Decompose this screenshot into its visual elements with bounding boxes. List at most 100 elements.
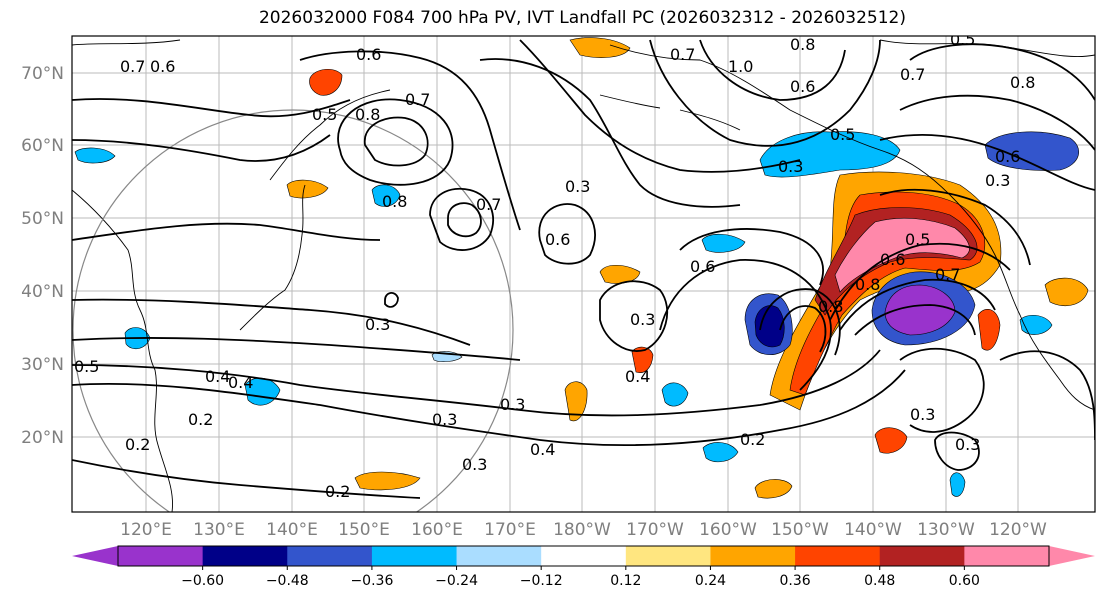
contour-label: 0.3 bbox=[778, 157, 803, 176]
pv-contour bbox=[909, 43, 1095, 101]
colorbar-tick-label: 0.48 bbox=[864, 573, 895, 589]
contour-label: 0.2 bbox=[740, 430, 765, 449]
ivt-negative-center-core bbox=[754, 305, 785, 348]
contour-label: 0.6 bbox=[880, 250, 905, 269]
contour-label: 0.5 bbox=[905, 230, 930, 249]
ivt-pos-south-3 bbox=[754, 479, 793, 499]
colorbar-tick-label: −0.24 bbox=[435, 573, 478, 589]
pv-contour bbox=[759, 288, 841, 356]
contour-label: 0.4 bbox=[205, 367, 230, 386]
colorbar-bin bbox=[202, 546, 288, 566]
lon-label: 170°W bbox=[626, 520, 684, 540]
ivt-pos-east-edge bbox=[1044, 277, 1089, 306]
pv-contour bbox=[679, 228, 824, 286]
ivt-pos-mid-2 bbox=[631, 346, 654, 373]
colorbar-bin bbox=[371, 546, 458, 566]
colorbar-ticks: −0.60 −0.48 −0.36 −0.24 −0.12 0.12 0.24 0.36 0.4… bbox=[181, 566, 980, 589]
pv-contour bbox=[519, 39, 801, 173]
map-frame bbox=[71, 35, 1096, 513]
pv-contour bbox=[699, 39, 846, 101]
contour-label: 0.4 bbox=[625, 367, 650, 386]
colorbar-bin bbox=[964, 546, 1050, 566]
contour-label: 0.3 bbox=[462, 455, 487, 474]
coastline-japan bbox=[239, 184, 306, 331]
contour-label: 0.8 bbox=[1010, 73, 1035, 92]
pv-contour bbox=[899, 94, 1095, 151]
pv-contour bbox=[649, 39, 881, 147]
pv-contour bbox=[299, 50, 521, 231]
ivt-pos-east-coast bbox=[977, 308, 1001, 351]
lat-label: 70°N bbox=[21, 64, 64, 84]
ivt-neg-4 bbox=[702, 442, 739, 463]
pv-contours bbox=[72, 39, 1095, 499]
pv-contour bbox=[879, 188, 1031, 266]
contour-label: 0.3 bbox=[500, 395, 525, 414]
ivt-negative-northeast bbox=[984, 131, 1079, 171]
pv-contour bbox=[659, 259, 832, 391]
contour-label: 0.5 bbox=[830, 125, 855, 144]
colorbar-bins bbox=[118, 546, 1050, 566]
pv-contour bbox=[72, 369, 906, 447]
ivt-positive-max bbox=[834, 217, 970, 293]
pv-contour bbox=[337, 98, 454, 186]
colorbar-bin bbox=[879, 546, 965, 566]
graticule bbox=[72, 36, 1095, 512]
contour-label: 0.8 bbox=[382, 192, 407, 211]
colorbar-tick-label: 0.36 bbox=[780, 573, 811, 589]
ivt-neg-3 bbox=[661, 382, 689, 407]
contour-label: 0.6 bbox=[995, 147, 1020, 166]
ivt-pos-south-2 bbox=[874, 427, 908, 454]
colorbar-tick-label: −0.12 bbox=[520, 573, 563, 589]
pv-contour bbox=[599, 280, 669, 352]
contour-label: 0.3 bbox=[565, 177, 590, 196]
pv-contour bbox=[384, 292, 399, 308]
pv-contour bbox=[72, 98, 351, 118]
ivt-neg-7 bbox=[74, 147, 116, 164]
contour-label: 0.2 bbox=[325, 482, 350, 501]
colorbar-bin bbox=[287, 546, 373, 566]
contour-label: 0.2 bbox=[125, 435, 150, 454]
contour-label: 0.6 bbox=[690, 257, 715, 276]
contour-label: 0.3 bbox=[910, 405, 935, 424]
colorbar-tick-label: 0.24 bbox=[695, 573, 726, 589]
contour-label: 0.7 bbox=[900, 65, 925, 84]
lon-label: 150°W bbox=[771, 520, 829, 540]
colorbar-outline bbox=[117, 545, 1050, 567]
pv-contour bbox=[72, 222, 381, 241]
pv-contour bbox=[899, 347, 985, 433]
ivt-neg-2 bbox=[371, 184, 401, 207]
ivt-pos-south-4 bbox=[354, 471, 421, 491]
lon-axis: 120°E 130°E 140°E 150°E 160°E 170°E 180°… bbox=[120, 520, 1047, 540]
contour-label: 0.7 bbox=[405, 90, 430, 109]
colorbar-tick-label: 0.12 bbox=[610, 573, 641, 589]
lon-label: 130°W bbox=[917, 520, 975, 540]
colorbar-tick-label: 0.60 bbox=[949, 573, 980, 589]
pv-contour bbox=[72, 459, 421, 499]
coastline-kamchatka bbox=[269, 89, 391, 181]
contour-label: 0.8 bbox=[855, 275, 880, 294]
coastline-asia bbox=[72, 39, 181, 512]
contour-label: 0.6 bbox=[150, 57, 175, 76]
pv-contour bbox=[538, 203, 596, 265]
lon-label: 170°E bbox=[484, 520, 536, 540]
lon-label: 160°W bbox=[699, 520, 757, 540]
pv-contour bbox=[779, 305, 827, 353]
colorbar-tick-label: −0.48 bbox=[266, 573, 309, 589]
contour-label: 0.7 bbox=[476, 195, 501, 214]
lat-axis: 70°N 60°N 50°N 40°N 30°N 20°N bbox=[21, 64, 64, 448]
colorbar-bin bbox=[710, 546, 796, 566]
contour-label: 0.6 bbox=[790, 77, 815, 96]
ivt-shading bbox=[74, 37, 1089, 499]
contour-label: 0.8 bbox=[790, 35, 815, 54]
ivt-neg-9 bbox=[1019, 315, 1053, 335]
lon-label: 180°W bbox=[553, 520, 611, 540]
lon-label: 120°W bbox=[989, 520, 1047, 540]
map-panel: 0.6 0.7 0.6 0.5 0.8 0.7 0.8 0.7 0.8 0.7 … bbox=[72, 35, 1095, 512]
colorbar-tick-label: −0.36 bbox=[350, 573, 393, 589]
contour-label: 0.6 bbox=[545, 230, 570, 249]
contour-label: 0.5 bbox=[312, 105, 337, 124]
colorbar-extend-over bbox=[1049, 546, 1095, 566]
aleutian-chain bbox=[599, 94, 741, 131]
lon-label: 150°E bbox=[338, 520, 390, 540]
